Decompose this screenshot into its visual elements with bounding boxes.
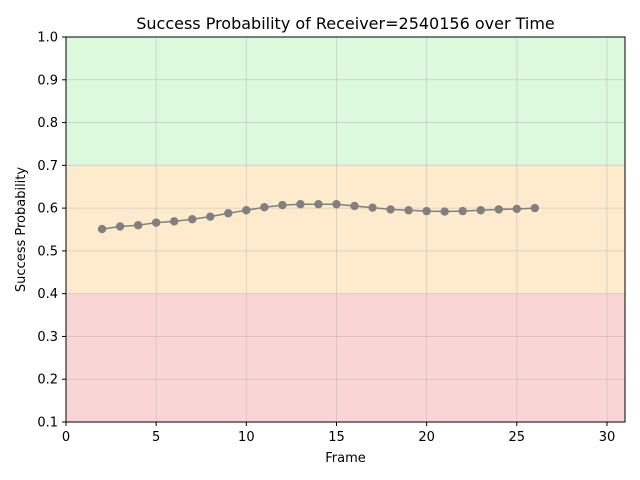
y-tick-label: 0.5 bbox=[37, 244, 58, 259]
data-point bbox=[133, 221, 143, 230]
data-point bbox=[494, 205, 503, 214]
data-point bbox=[260, 203, 269, 212]
x-tick-label: 10 bbox=[238, 430, 255, 445]
data-point bbox=[278, 200, 287, 210]
y-tick-label: 1.0 bbox=[37, 31, 58, 46]
data-point bbox=[404, 206, 413, 215]
y-tick-label: 0.1 bbox=[37, 416, 58, 431]
data-point bbox=[530, 203, 540, 213]
band-0 bbox=[66, 293, 625, 422]
data-point bbox=[314, 200, 323, 209]
data-point bbox=[386, 205, 395, 214]
data-point bbox=[151, 218, 161, 227]
data-point bbox=[296, 200, 305, 209]
data-point bbox=[332, 200, 341, 209]
y-tick-label: 0.2 bbox=[37, 373, 58, 388]
y-tick-label: 0.9 bbox=[37, 73, 58, 88]
data-point bbox=[97, 224, 107, 234]
data-point bbox=[458, 206, 467, 216]
data-point bbox=[188, 215, 197, 224]
band-1 bbox=[66, 165, 625, 294]
data-point bbox=[224, 209, 233, 218]
y-tick-label: 0.6 bbox=[37, 202, 58, 217]
data-point bbox=[115, 222, 125, 231]
series-layer bbox=[97, 200, 540, 234]
x-axis-ticks: 0 5 10 15 20 25 30 bbox=[62, 422, 615, 445]
x-tick-label: 30 bbox=[599, 430, 616, 445]
x-axis-label: Frame bbox=[325, 451, 366, 466]
y-tick-label: 0.4 bbox=[37, 287, 58, 302]
data-point bbox=[242, 206, 251, 215]
x-tick-label: 0 bbox=[62, 430, 70, 445]
x-tick-label: 15 bbox=[328, 430, 345, 445]
data-point bbox=[206, 212, 215, 221]
y-tick-label: 0.8 bbox=[37, 116, 58, 131]
y-tick-label: 0.3 bbox=[37, 330, 58, 345]
data-point bbox=[422, 206, 431, 216]
chart-title: Success Probability of Receiver=2540156 … bbox=[136, 14, 555, 33]
x-tick-label: 5 bbox=[152, 430, 160, 445]
data-point bbox=[476, 206, 485, 215]
band-2 bbox=[66, 37, 625, 166]
data-point bbox=[440, 207, 449, 216]
plot-frame bbox=[65, 36, 626, 423]
data-point bbox=[169, 217, 179, 226]
y-axis-label: Success Probability bbox=[14, 167, 29, 292]
data-point bbox=[350, 201, 359, 211]
axes-frame bbox=[65, 36, 626, 423]
x-tick-label: 25 bbox=[509, 430, 526, 445]
y-tick-label: 0.7 bbox=[37, 159, 58, 174]
probability-bands bbox=[66, 37, 625, 422]
data-point bbox=[368, 203, 377, 212]
x-tick-label: 20 bbox=[418, 430, 435, 445]
data-point bbox=[512, 204, 522, 214]
y-axis-ticks: 0.1 0.2 0.3 0.4 0.5 0.6 0.7 0.8 0.9 1.0 bbox=[37, 31, 66, 431]
